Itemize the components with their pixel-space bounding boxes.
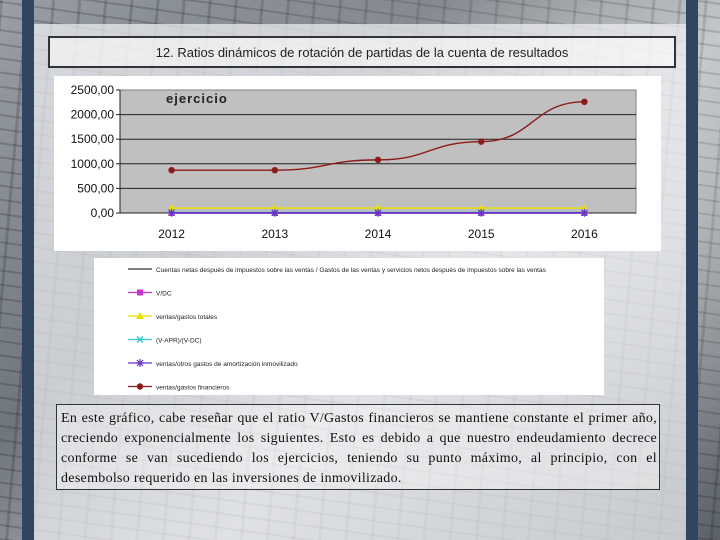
data-point <box>271 166 278 174</box>
data-point <box>580 208 589 217</box>
body-text: En este gráfico, cabe reseñar que el rat… <box>56 404 660 490</box>
y-tick-label: 2500,00 <box>71 83 115 97</box>
legend-marker <box>136 359 144 367</box>
data-point <box>374 208 382 217</box>
legend-label: V/DC <box>156 291 172 298</box>
data-point <box>478 138 485 145</box>
plot-area <box>119 89 637 214</box>
data-point <box>168 166 175 174</box>
y-tick-label: 2000,00 <box>71 108 115 122</box>
legend-marker <box>136 312 144 319</box>
line-chart: 0,00 500,00 1000,00 1500,00 2000,00 2500,00 20… <box>54 76 661 251</box>
legend-marker <box>137 289 143 296</box>
chart-legend: Cuentas netas después de impuestos sobre… <box>94 258 604 395</box>
data-point <box>167 208 176 217</box>
data-point <box>270 204 279 212</box>
y-tick-label: 0,00 <box>91 206 115 220</box>
x-tick-label: 2015 <box>468 227 495 241</box>
data-point <box>167 204 176 212</box>
legend-label: (V-APR)/(V-DC) <box>156 338 202 345</box>
x-tick-label: 2014 <box>365 227 392 241</box>
chart-svg: 0,00 500,00 1000,00 1500,00 2000,00 2500,00 20… <box>71 83 637 241</box>
legend-label: ventas/gastos totales <box>156 314 218 321</box>
left-accent-bar <box>22 0 34 540</box>
y-tick-label: 500,00 <box>77 181 114 195</box>
data-point <box>581 98 588 106</box>
x-tick-label: 2016 <box>571 227 598 241</box>
data-point <box>580 204 589 212</box>
legend-label: ventas/gastos financieros <box>156 385 230 392</box>
data-point <box>477 208 486 217</box>
slide-title: 12. Ratios dinámicos de rotación de part… <box>48 36 676 68</box>
x-tick-label: 2012 <box>158 227 185 241</box>
legend-svg: Cuentas netas después de impuestos sobre… <box>128 267 547 392</box>
legend-marker <box>136 335 144 344</box>
x-tick-label: 2013 <box>261 227 288 241</box>
chart-title: ejercicio <box>166 91 228 106</box>
y-tick-label: 1000,00 <box>71 157 115 171</box>
legend-marker <box>136 383 144 390</box>
y-tick-label: 1500,00 <box>71 132 115 146</box>
data-point <box>374 204 382 212</box>
legend-label: Cuentas netas después de impuestos sobre… <box>156 267 547 274</box>
data-point <box>270 208 279 217</box>
legend-label: ventas/otros gastos de amortización inmo… <box>156 361 298 368</box>
data-point <box>477 204 486 212</box>
right-accent-bar <box>686 0 698 540</box>
data-point <box>374 156 382 164</box>
